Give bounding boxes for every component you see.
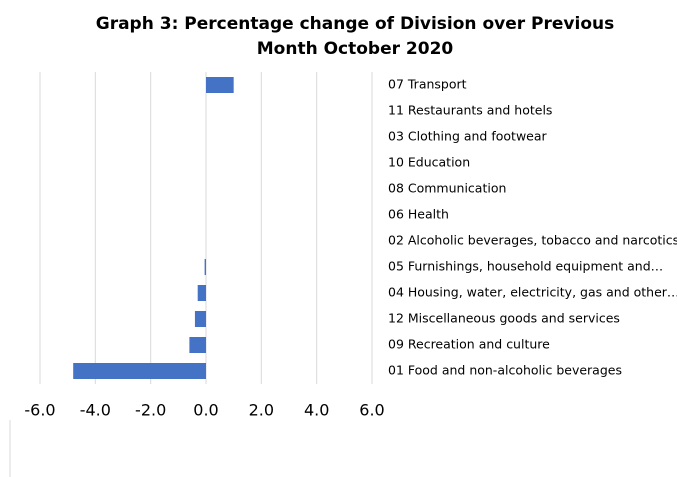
bar: [189, 337, 206, 353]
category-label: 02 Alcoholic beverages, tobacco and narc…: [388, 233, 677, 248]
category-label: 11 Restaurants and hotels: [388, 103, 552, 118]
category-label: 07 Transport: [388, 77, 467, 92]
category-label: 08 Communication: [388, 181, 506, 196]
x-tick-label: -4.0: [80, 401, 111, 420]
bar: [206, 77, 234, 93]
x-tick-label: -2.0: [135, 401, 166, 420]
category-label: 12 Miscellaneous goods and services: [388, 311, 620, 326]
bar: [197, 285, 206, 301]
chart-title: Graph 3: Percentage change of Division o…: [95, 14, 615, 59]
category-label: 01 Food and non-alcoholic beverages: [388, 363, 622, 378]
category-label: 03 Clothing and footwear: [388, 129, 548, 144]
bar: [194, 311, 206, 327]
bar: [73, 363, 206, 379]
category-label: 04 Housing, water, electricity, gas and …: [388, 285, 677, 300]
x-tick-label: 6.0: [359, 401, 384, 420]
x-tick-label: 4.0: [304, 401, 329, 420]
category-label: 09 Recreation and culture: [388, 337, 550, 352]
x-tick-label: -6.0: [24, 401, 55, 420]
category-label: 05 Furnishings, household equipment and…: [388, 259, 663, 274]
x-tick-label: 2.0: [249, 401, 274, 420]
x-tick-label: 0.0: [193, 401, 218, 420]
category-label: 06 Health: [388, 207, 449, 222]
bar: [204, 259, 206, 275]
category-label: 10 Education: [388, 155, 470, 170]
